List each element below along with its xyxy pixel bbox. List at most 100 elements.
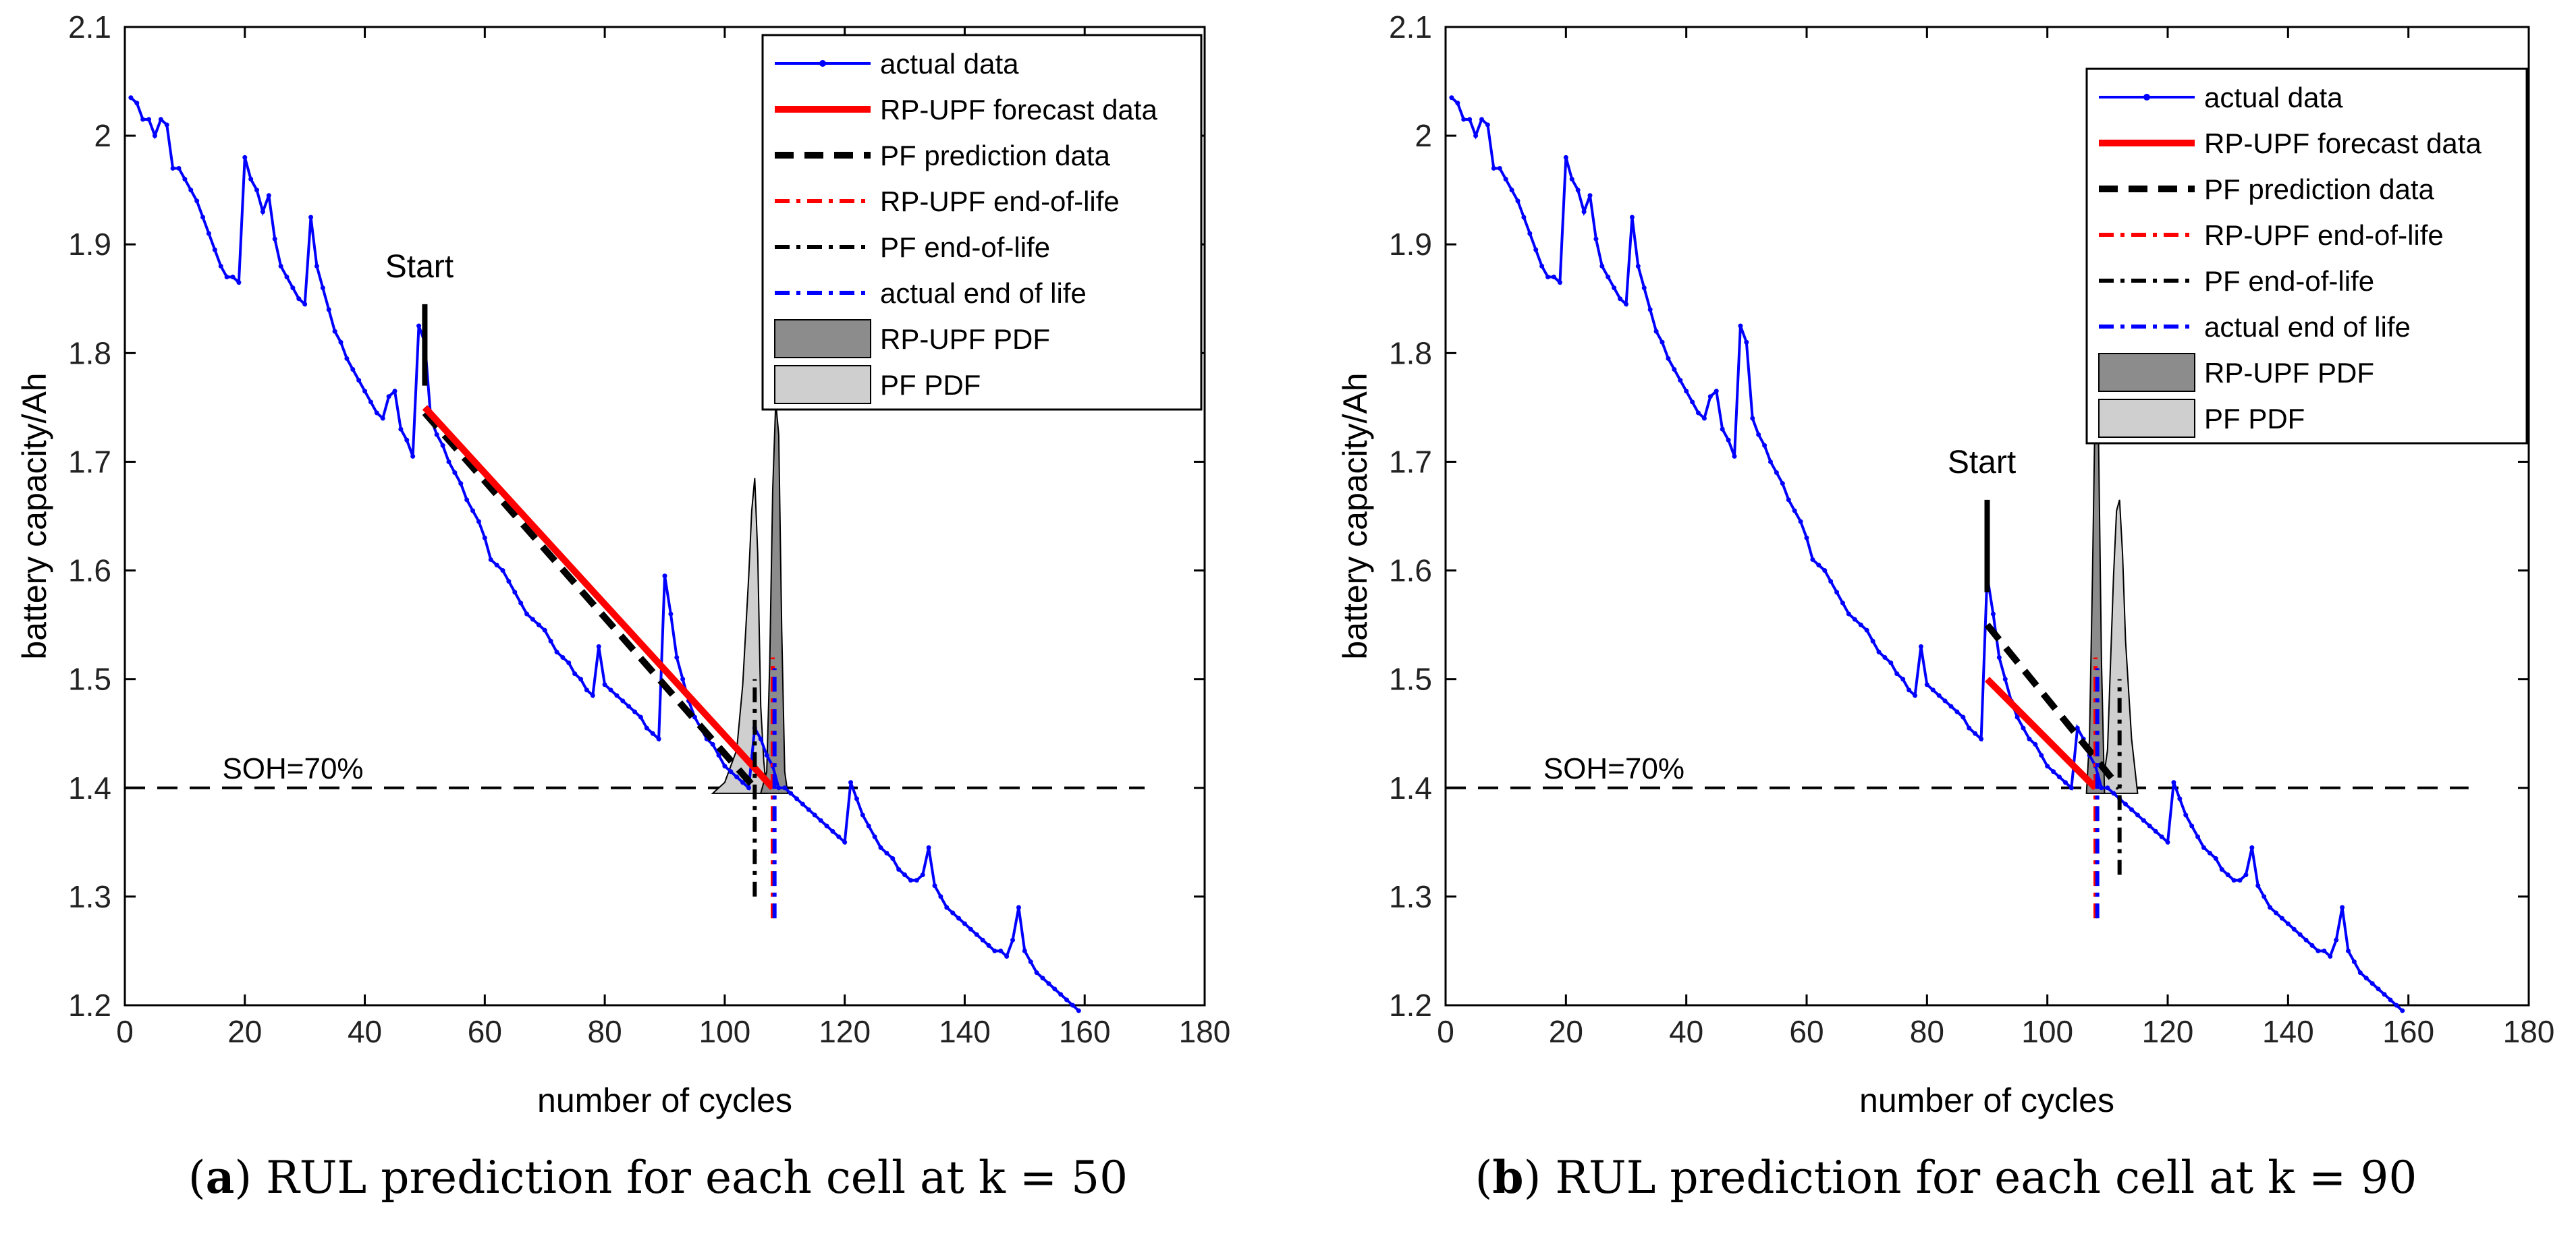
actual-data-point: [2376, 986, 2381, 992]
actual-data-point: [1004, 954, 1010, 959]
start-label: Start: [1948, 445, 2016, 480]
actual-data-point: [986, 943, 991, 948]
actual-data-point: [578, 677, 584, 682]
actual-data-point: [200, 215, 206, 220]
actual-data-point: [134, 101, 140, 106]
actual-data-point: [1907, 687, 1912, 693]
actual-data-point: [1954, 709, 1960, 714]
actual-data-point: [1979, 736, 1984, 741]
actual-data-point: [860, 812, 865, 818]
actual-data-point: [2015, 714, 2020, 720]
actual-data-point: [356, 378, 362, 383]
actual-data-point: [362, 389, 368, 394]
actual-data-point: [974, 932, 979, 937]
caption-letter: a: [205, 1151, 235, 1204]
actual-data-point: [1870, 638, 1875, 644]
actual-data-point: [2207, 850, 2212, 855]
actual-data-point: [380, 416, 385, 421]
actual-data-point: [2279, 916, 2284, 921]
actual-data-point: [2315, 948, 2321, 953]
x-tick-label: 40: [1669, 1014, 1703, 1049]
actual-data-point: [2171, 780, 2176, 785]
actual-data-point: [914, 878, 919, 883]
actual-data-point: [2027, 736, 2032, 741]
actual-data-point: [668, 611, 674, 617]
legend-label: RP-UPF PDF: [880, 323, 1050, 355]
actual-data-point: [878, 845, 883, 850]
actual-data-point: [2159, 834, 2164, 839]
actual-data-point: [596, 644, 601, 649]
actual-data-point: [560, 654, 566, 660]
actual-data-point: [2297, 932, 2303, 937]
actual-data-point: [278, 263, 283, 269]
actual-data-point: [1635, 263, 1641, 269]
x-tick-label: 140: [2262, 1014, 2314, 1049]
actual-data-point: [2129, 807, 2134, 812]
actual-data-point: [164, 122, 169, 128]
actual-data-point: [1581, 209, 1587, 215]
y-tick-label: 1.4: [1389, 770, 1432, 806]
pf-pdf-area: [2100, 499, 2139, 794]
actual-data-point: [548, 638, 553, 644]
x-tick-label: 120: [2142, 1014, 2194, 1049]
actual-data-point: [386, 394, 391, 399]
actual-data-point: [368, 399, 373, 405]
actual-data-point: [1569, 177, 1574, 182]
actual-data-point: [1690, 399, 1695, 405]
caption-letter: b: [1492, 1151, 1524, 1204]
legend-label: PF end-of-life: [880, 231, 1050, 263]
actual-data-point: [506, 579, 512, 584]
actual-data-point: [2051, 769, 2056, 775]
actual-data-point: [2268, 905, 2273, 910]
y-tick-label: 1.6: [1389, 553, 1432, 588]
y-tick-label: 2: [1415, 118, 1432, 153]
actual-data-point: [734, 775, 740, 780]
actual-data-point: [1973, 731, 1978, 736]
actual-data-point: [1882, 654, 1888, 660]
actual-data-point: [266, 193, 271, 198]
actual-data-point: [1696, 410, 1701, 416]
actual-data-point: [638, 714, 643, 720]
rp-upf-forecast-line: [1984, 677, 2098, 791]
actual-data-point: [1599, 263, 1605, 269]
actual-data-point: [962, 921, 967, 926]
y-tick-label: 1.5: [68, 662, 111, 697]
legend-label: actual data: [2204, 82, 2343, 113]
x-tick-label: 0: [1437, 1014, 1454, 1049]
actual-data-point: [896, 867, 902, 872]
actual-data-point: [572, 671, 578, 677]
actual-data-point: [1894, 671, 1900, 677]
actual-data-point: [1034, 970, 1039, 976]
x-tick-label: 20: [227, 1014, 262, 1049]
actual-data-point: [2153, 828, 2158, 834]
start-label: Start: [385, 249, 454, 285]
actual-data-point: [998, 948, 1004, 953]
actual-data-point: [482, 535, 487, 540]
pf-prediction-line: [1984, 622, 2122, 790]
actual-data-point: [956, 916, 962, 921]
actual-data-point: [332, 329, 337, 334]
actual-data-point: [1052, 986, 1058, 992]
legend-label: actual end of life: [880, 277, 1087, 309]
x-tick-label: 20: [1549, 1014, 1583, 1049]
actual-data-point: [662, 573, 667, 579]
actual-data-point: [1780, 481, 1785, 486]
actual-data-point: [1509, 188, 1514, 193]
actual-data-point: [2062, 780, 2068, 785]
actual-data-point: [806, 807, 811, 812]
actual-data-point: [980, 937, 985, 943]
actual-data-point: [1792, 508, 1797, 513]
actual-data-point: [1762, 443, 1767, 448]
actual-data-point: [1064, 997, 1070, 1003]
actual-data-point: [1798, 519, 1803, 524]
actual-data-point: [2309, 943, 2315, 948]
actual-data-point: [1552, 275, 1556, 280]
plot-area: SOH=70% Start: [1446, 95, 2469, 1013]
x-tick-label: 160: [1059, 1014, 1111, 1049]
actual-data-point: [1563, 154, 1568, 160]
actual-data-point: [590, 693, 595, 698]
actual-data-point: [1016, 905, 1021, 910]
legend-label: PF PDF: [2204, 403, 2305, 434]
actual-data-point: [1545, 275, 1551, 280]
actual-data-point: [1786, 497, 1791, 503]
